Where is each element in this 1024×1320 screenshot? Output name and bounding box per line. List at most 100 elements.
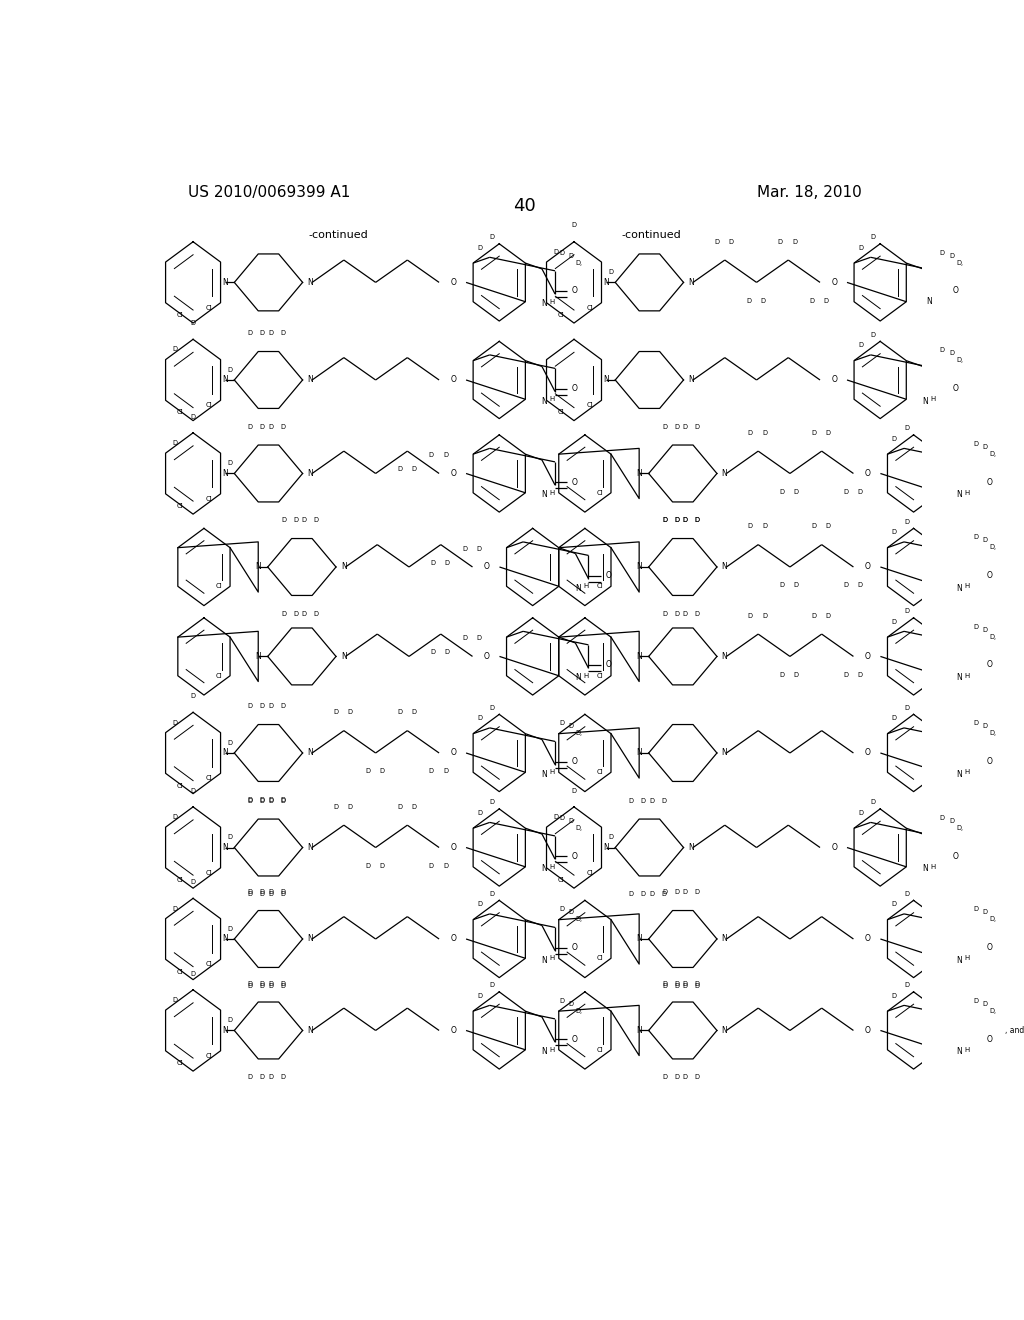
Text: D: D [313,517,318,523]
Text: D: D [857,488,862,495]
Text: D: D [268,890,273,895]
Text: N: N [688,279,694,286]
Text: N: N [222,279,228,286]
Text: D: D [190,413,196,420]
Text: O: O [572,1035,578,1044]
Text: D: D [891,619,896,624]
Text: D: D [173,814,177,820]
Text: O: O [451,843,457,851]
Text: O: O [986,660,992,669]
Text: D: D [554,814,558,820]
Text: N: N [956,770,962,779]
Text: N: N [722,562,727,572]
Text: D: D [302,611,306,616]
Text: D: D [281,890,285,895]
Text: D: D [940,347,945,352]
Text: N: N [956,1047,962,1056]
Text: -continued: -continued [308,230,369,239]
Text: D: D [843,488,848,495]
Text: D: D [489,891,495,896]
Text: N: N [542,490,548,499]
Text: D: D [662,797,666,804]
Text: D: D [983,444,988,450]
Text: Cl: Cl [206,775,213,781]
Text: H: H [931,863,936,870]
Text: D,: D, [956,260,964,265]
Text: D: D [281,330,285,337]
Text: D: D [811,523,816,529]
Text: D: D [366,768,370,775]
Text: N: N [222,469,228,478]
Text: O: O [986,1035,992,1044]
Text: D: D [268,981,273,987]
Text: O: O [605,660,611,669]
Text: O: O [953,851,958,861]
Text: Cl: Cl [206,403,213,408]
Text: D: D [429,863,433,869]
Text: D: D [227,834,232,841]
Text: D: D [281,424,285,430]
Text: D: D [641,797,645,804]
Text: D: D [412,709,416,715]
Text: D: D [380,768,384,775]
Text: D: D [674,517,679,523]
Text: D: D [173,440,177,446]
Text: D: D [858,342,863,348]
Text: D: D [683,424,687,430]
Text: H: H [550,298,555,305]
Text: H: H [550,956,555,961]
Text: D: D [608,269,613,276]
Text: N: N [956,673,962,682]
Text: Cl: Cl [177,1060,183,1067]
Text: D: D [477,902,482,907]
Text: N: N [603,279,609,286]
Text: D: D [794,672,799,677]
Text: D: D [683,983,687,989]
Text: Cl: Cl [596,673,603,678]
Text: N: N [307,748,313,758]
Text: O: O [865,935,870,944]
Text: D: D [227,739,232,746]
Text: D: D [281,981,285,987]
Text: D: D [397,466,401,473]
Text: D: D [190,788,196,793]
Text: D: D [348,804,352,810]
Text: D: D [870,331,876,338]
Text: D: D [694,981,699,987]
Text: D: D [430,560,435,566]
Text: D: D [843,672,848,677]
Text: D: D [559,814,564,821]
Text: Cl: Cl [206,496,213,502]
Text: N: N [307,279,313,286]
Text: D: D [559,998,564,1003]
Text: D: D [715,239,719,244]
Text: N: N [603,843,609,851]
Text: H: H [550,1047,555,1053]
Text: D: D [762,523,767,529]
Text: D: D [268,424,273,430]
Text: D: D [891,715,896,722]
Text: H: H [550,490,555,496]
Text: Cl: Cl [177,409,183,416]
Text: D: D [260,704,264,709]
Text: O: O [831,375,838,384]
Text: D: D [649,891,654,898]
Text: D: D [825,523,830,529]
Text: D: D [663,983,667,989]
Text: D: D [260,330,264,337]
Text: N: N [956,583,962,593]
Text: H: H [965,490,970,496]
Text: D: D [190,693,196,700]
Text: H: H [550,863,555,870]
Text: D: D [248,797,253,803]
Text: D: D [173,906,177,912]
Text: D,: D, [956,825,964,830]
Text: D: D [268,704,273,709]
Text: D,: D, [575,916,583,923]
Text: N: N [542,956,548,965]
Text: N: N [927,297,932,306]
Text: N: N [256,562,261,572]
Text: D: D [281,797,285,804]
Text: D: D [746,298,751,304]
Text: N: N [307,1026,313,1035]
